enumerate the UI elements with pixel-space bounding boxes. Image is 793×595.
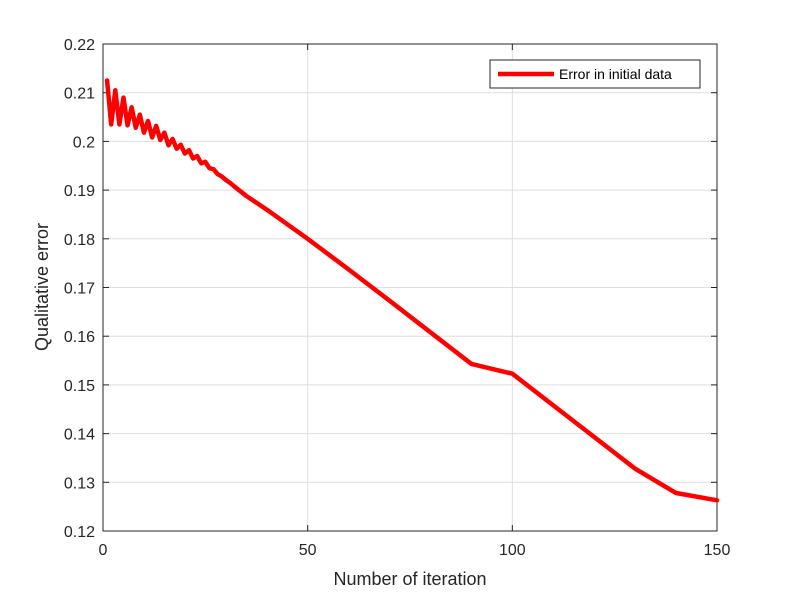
y-tick-label: 0.12	[64, 524, 95, 541]
y-tick-label: 0.16	[64, 329, 95, 346]
y-tick-label: 0.22	[64, 37, 95, 54]
x-tick-label: 0	[99, 542, 108, 559]
y-tick-label: 0.2	[73, 134, 95, 151]
y-tick-label: 0.18	[64, 232, 95, 249]
y-tick-label: 0.14	[64, 427, 95, 444]
x-tick-label: 50	[299, 542, 317, 559]
y-tick-label: 0.17	[64, 281, 95, 298]
y-tick-label: 0.15	[64, 378, 95, 395]
legend: Error in initial data	[489, 59, 701, 89]
legend-label: Error in initial data	[559, 66, 672, 82]
x-tick-label: 100	[499, 542, 526, 559]
y-tick-labels: 0.12 0.13 0.14 0.15 0.16 0.17 0.18 0.19 0.2 0.21 0…	[64, 37, 95, 541]
y-tick-label: 0.21	[64, 86, 95, 103]
tick-marks	[102, 43, 718, 532]
series-line-error-in-initial-data	[104, 78, 720, 503]
y-tick-label: 0.19	[64, 183, 95, 200]
x-tick-labels: 0 50 100 150	[99, 542, 731, 559]
y-axis-label: Qualitative error	[32, 223, 52, 351]
y-tick-label: 0.13	[64, 475, 95, 492]
x-axis-label: Number of iteration	[333, 569, 486, 589]
x-tick-label: 150	[704, 542, 731, 559]
